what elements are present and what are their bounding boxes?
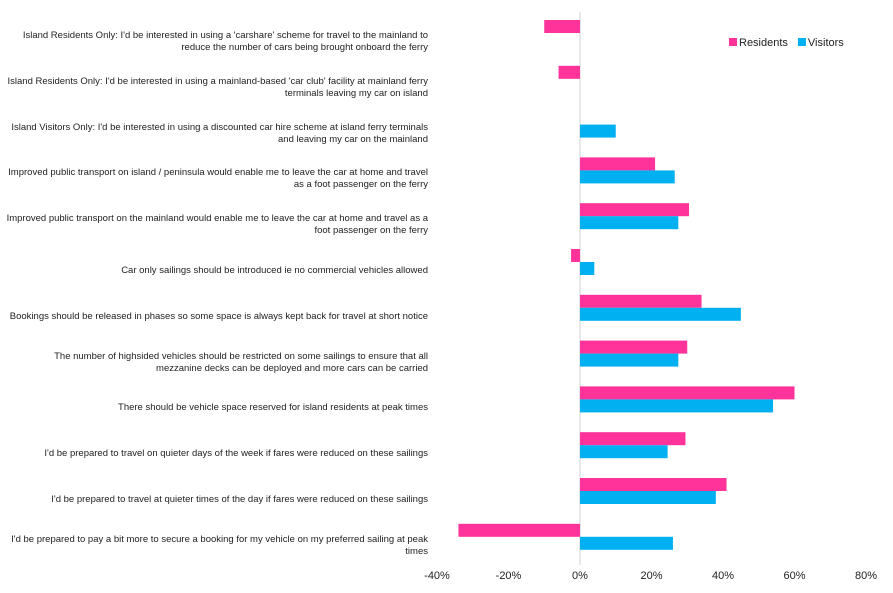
- bar: [458, 523, 580, 537]
- bar: [580, 170, 675, 184]
- bar: [558, 65, 580, 79]
- x-tick-label: 60%: [783, 570, 805, 582]
- bar: [580, 124, 616, 138]
- category-label: Island Residents Only: I'd be interested…: [7, 75, 429, 99]
- category-label: Improved public transport on the mainlan…: [6, 213, 428, 237]
- category-label: I'd be prepared to travel at quieter tim…: [51, 494, 428, 505]
- bar: [580, 203, 690, 217]
- category-label: I'd be prepared to travel on quieter day…: [44, 448, 428, 460]
- bar: [580, 157, 656, 171]
- legend-swatch: [729, 38, 737, 46]
- bar: [580, 491, 716, 504]
- x-tick-label: -40%: [424, 570, 450, 582]
- bar: [580, 478, 727, 491]
- bar: [571, 249, 580, 262]
- x-tick-label: 40%: [712, 570, 734, 582]
- bar: [544, 20, 580, 33]
- legend-label: Residents: [739, 37, 788, 49]
- x-tick-label: 80%: [855, 570, 877, 582]
- category-label: The number of highsided vehicles should …: [54, 350, 428, 374]
- x-tick-label: -20%: [496, 570, 522, 582]
- legend-swatch: [797, 38, 806, 46]
- x-tick-label: 20%: [640, 570, 662, 582]
- x-tick-label: 0%: [572, 570, 588, 582]
- category-label: Improved public transport on island / pe…: [8, 167, 428, 191]
- category-label: Island Residents Only: I'd be interested…: [22, 30, 428, 53]
- bar: [580, 216, 679, 230]
- bar: [580, 353, 679, 367]
- bar: [580, 340, 688, 354]
- bar: [580, 262, 595, 275]
- category-label: Island Visitors Only: I'd be interested …: [11, 121, 428, 145]
- bar: [580, 399, 774, 413]
- bar: [580, 445, 668, 459]
- bar: [580, 386, 795, 400]
- bar: [580, 294, 702, 308]
- bar: [580, 432, 686, 446]
- category-label: Car only sailings should be introduced i…: [121, 265, 428, 276]
- category-label: Bookings should be released in phases so…: [9, 310, 428, 322]
- bar: [580, 307, 741, 321]
- bar: [580, 536, 673, 550]
- category-label: I'd be prepared to pay a bit more to sec…: [11, 533, 428, 557]
- category-label: There should be vehicle space reserved f…: [118, 402, 428, 414]
- legend-label: Visitors: [808, 37, 844, 49]
